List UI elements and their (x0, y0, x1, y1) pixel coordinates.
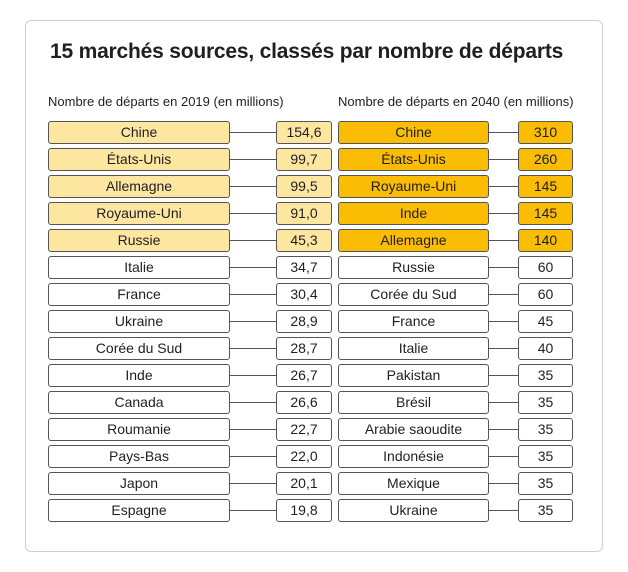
departures-value: 30,4 (276, 283, 332, 306)
departures-value: 99,5 (276, 175, 332, 198)
panel-title-2040: Nombre de départs en 2040 (en millions) (338, 94, 574, 109)
departures-value: 260 (518, 148, 573, 171)
connector-line (230, 213, 276, 214)
departures-value: 99,7 (276, 148, 332, 171)
departures-value: 35 (518, 391, 573, 414)
country-label: Pakistan (338, 364, 489, 387)
connector-line (230, 132, 276, 133)
connector-line (489, 294, 518, 295)
connector-line (230, 510, 276, 511)
connector-line (230, 159, 276, 160)
connector-line (489, 510, 518, 511)
country-label: Russie (48, 229, 230, 252)
country-label: France (48, 283, 230, 306)
country-label: Allemagne (48, 175, 230, 198)
connector-line (489, 456, 518, 457)
country-label: Royaume-Uni (48, 202, 230, 225)
connector-line (489, 186, 518, 187)
country-label: Russie (338, 256, 489, 279)
departures-value: 35 (518, 418, 573, 441)
connector-line (489, 267, 518, 268)
country-label: États-Unis (48, 148, 230, 171)
country-label: Pays-Bas (48, 445, 230, 468)
country-label: Corée du Sud (338, 283, 489, 306)
connector-line (230, 348, 276, 349)
connector-line (489, 321, 518, 322)
connector-line (230, 429, 276, 430)
country-label: Canada (48, 391, 230, 414)
departures-value: 60 (518, 256, 573, 279)
departures-value: 35 (518, 472, 573, 495)
country-label: Chine (338, 121, 489, 144)
country-label: États-Unis (338, 148, 489, 171)
connector-line (230, 267, 276, 268)
departures-value: 91,0 (276, 202, 332, 225)
connector-line (230, 294, 276, 295)
departures-value: 28,7 (276, 337, 332, 360)
connector-line (489, 132, 518, 133)
connector-line (230, 321, 276, 322)
departures-value: 26,7 (276, 364, 332, 387)
departures-value: 45 (518, 310, 573, 333)
country-label: Italie (338, 337, 489, 360)
connector-line (230, 240, 276, 241)
departures-value: 45,3 (276, 229, 332, 252)
country-label: Italie (48, 256, 230, 279)
country-label: Japon (48, 472, 230, 495)
country-label: Indonésie (338, 445, 489, 468)
departures-value: 154,6 (276, 121, 332, 144)
connector-line (230, 375, 276, 376)
country-label: Inde (48, 364, 230, 387)
chart-title: 15 marchés sources, classés par nombre d… (50, 40, 564, 63)
connector-line (489, 348, 518, 349)
country-label: Ukraine (48, 310, 230, 333)
departures-value: 34,7 (276, 256, 332, 279)
country-label: Ukraine (338, 499, 489, 522)
connector-line (489, 429, 518, 430)
departures-value: 22,0 (276, 445, 332, 468)
connector-line (230, 456, 276, 457)
connector-line (489, 402, 518, 403)
panel-title-2019: Nombre de départs en 2019 (en millions) (48, 94, 284, 109)
departures-value: 40 (518, 337, 573, 360)
departures-value: 60 (518, 283, 573, 306)
country-label: France (338, 310, 489, 333)
country-label: Royaume-Uni (338, 175, 489, 198)
country-label: Chine (48, 121, 230, 144)
connector-line (489, 483, 518, 484)
departures-value: 19,8 (276, 499, 332, 522)
country-label: Allemagne (338, 229, 489, 252)
country-label: Mexique (338, 472, 489, 495)
country-label: Inde (338, 202, 489, 225)
connector-line (230, 483, 276, 484)
departures-value: 35 (518, 364, 573, 387)
departures-value: 26,6 (276, 391, 332, 414)
departures-value: 22,7 (276, 418, 332, 441)
connector-line (489, 240, 518, 241)
departures-value: 28,9 (276, 310, 332, 333)
departures-value: 35 (518, 445, 573, 468)
departures-value: 20,1 (276, 472, 332, 495)
departures-value: 145 (518, 202, 573, 225)
connector-line (489, 213, 518, 214)
connector-line (489, 159, 518, 160)
country-label: Corée du Sud (48, 337, 230, 360)
connector-line (230, 402, 276, 403)
country-label: Espagne (48, 499, 230, 522)
connector-line (230, 186, 276, 187)
departures-value: 140 (518, 229, 573, 252)
connector-line (489, 375, 518, 376)
departures-value: 310 (518, 121, 573, 144)
country-label: Roumanie (48, 418, 230, 441)
departures-value: 35 (518, 499, 573, 522)
country-label: Brésil (338, 391, 489, 414)
departures-value: 145 (518, 175, 573, 198)
country-label: Arabie saoudite (338, 418, 489, 441)
